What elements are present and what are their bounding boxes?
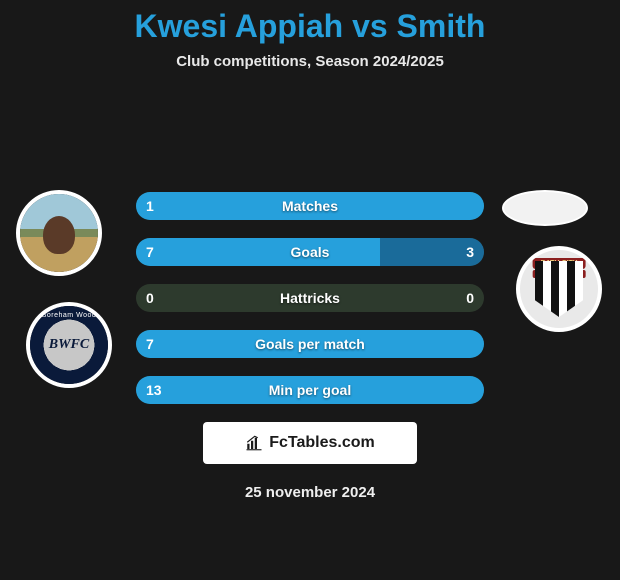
comparison-stage: Boreham Wood BWFC BATH CITY FOOTBALL CLU… (0, 70, 620, 570)
brand-box[interactable]: FcTables.com (203, 422, 417, 464)
player-right-avatar (502, 190, 588, 226)
stat-label: Goals (136, 238, 484, 266)
stat-label: Matches (136, 192, 484, 220)
stat-row: 7Goals per match (136, 330, 484, 358)
club-left-ring-text: Boreham Wood (30, 312, 108, 319)
stat-row: 13Min per goal (136, 376, 484, 404)
club-right-badge: BATH CITY FOOTBALL CLUB (516, 246, 602, 332)
page-title: Kwesi Appiah vs Smith (0, 0, 620, 45)
stat-row: 73Goals (136, 238, 484, 266)
club-left-abbrev: BWFC (49, 337, 89, 353)
subtitle: Club competitions, Season 2024/2025 (0, 53, 620, 70)
stat-label: Goals per match (136, 330, 484, 358)
stat-row: 00Hattricks (136, 284, 484, 312)
player-left-avatar (16, 190, 102, 276)
avatar-head (43, 216, 75, 254)
stat-label: Hattricks (136, 284, 484, 312)
brand-text: FcTables.com (269, 434, 375, 452)
stats-container: 1Matches 73Goals 00Hattricks 7Goals per mat… (136, 192, 484, 422)
chart-icon (245, 434, 263, 452)
stat-row: 1Matches (136, 192, 484, 220)
club-left-badge: Boreham Wood BWFC (26, 302, 112, 388)
club-right-shield (535, 261, 583, 317)
stat-label: Min per goal (136, 376, 484, 404)
date-label: 25 november 2024 (0, 484, 620, 501)
